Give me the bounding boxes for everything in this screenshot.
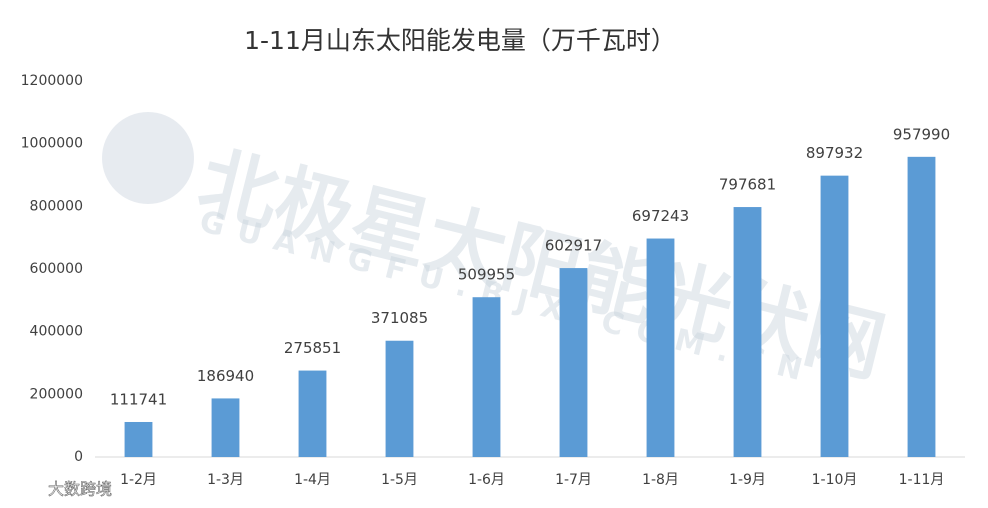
bar [646, 238, 675, 457]
bar [211, 398, 240, 457]
source-badge: 大数跨境 [48, 480, 112, 499]
y-tick-label: 200000 [30, 386, 83, 402]
bar [385, 340, 414, 457]
data-label: 371085 [371, 309, 428, 327]
y-tick-label: 1000000 [21, 136, 83, 152]
bar [298, 370, 327, 457]
bar [472, 297, 501, 457]
data-label: 797681 [719, 176, 776, 194]
y-tick-label: 800000 [30, 198, 83, 214]
y-tick-label: 600000 [30, 261, 83, 277]
bar [733, 207, 762, 457]
x-tick-label: 1-11月 [899, 472, 945, 488]
bar [820, 175, 849, 457]
data-label: 957990 [893, 125, 950, 143]
data-label: 897932 [806, 144, 863, 162]
watermark-logo [102, 112, 194, 204]
x-tick-label: 1-9月 [729, 472, 766, 488]
bar [124, 421, 153, 457]
data-label: 509955 [458, 266, 515, 284]
chart-title: 1-11月山东太阳能发电量（万千瓦时） [244, 26, 676, 55]
x-tick-label: 1-3月 [207, 472, 244, 488]
y-tick-label: 0 [74, 449, 83, 465]
x-tick-label: 1-6月 [468, 472, 505, 488]
x-tick-label: 1-2月 [120, 472, 157, 488]
data-label: 602917 [545, 237, 602, 255]
x-tick-label: 1-10月 [812, 472, 858, 488]
bar [907, 156, 936, 457]
x-tick-label: 1-5月 [381, 472, 418, 488]
y-tick-label: 1200000 [21, 73, 83, 89]
data-label: 111741 [110, 390, 167, 408]
bar [559, 268, 588, 457]
data-label: 697243 [632, 207, 689, 225]
x-tick-label: 1-4月 [294, 472, 331, 488]
y-tick-label: 400000 [30, 324, 83, 340]
data-label: 186940 [197, 367, 254, 385]
data-label: 275851 [284, 339, 341, 357]
x-tick-label: 1-7月 [555, 472, 592, 488]
x-tick-label: 1-8月 [642, 472, 679, 488]
